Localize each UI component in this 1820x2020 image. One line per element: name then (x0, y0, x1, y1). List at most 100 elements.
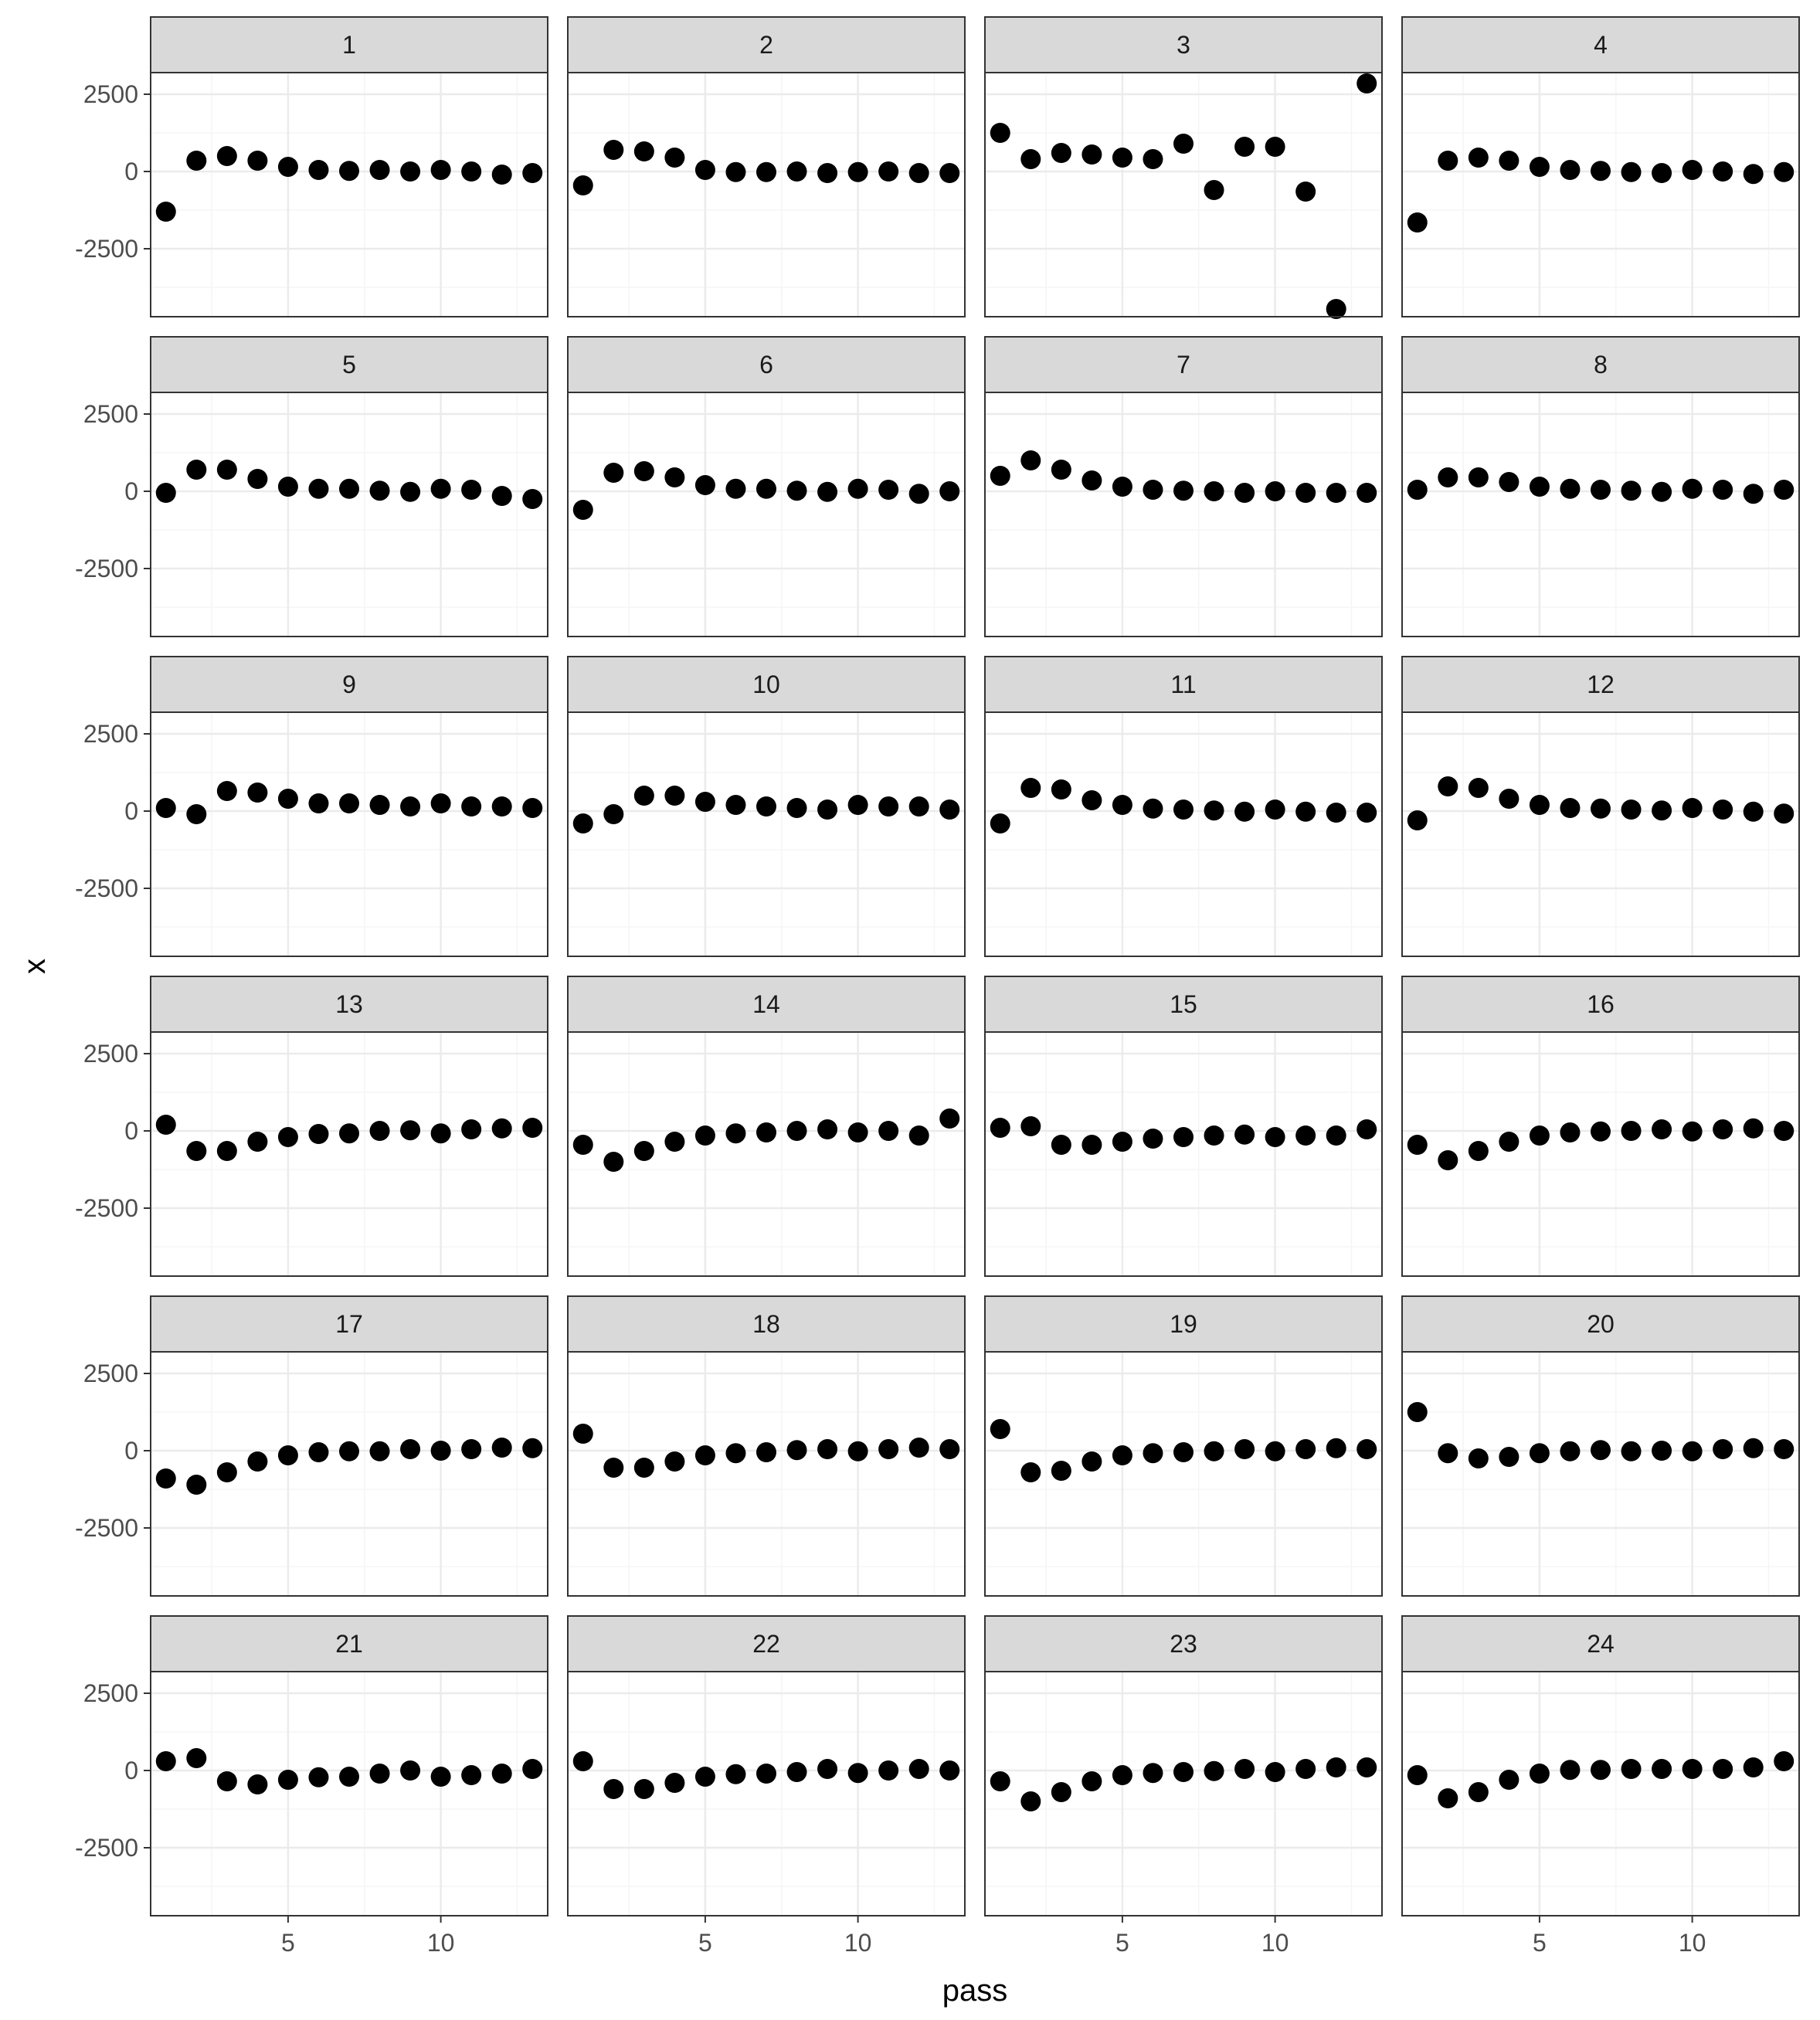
data-point (756, 161, 776, 182)
facet-strip-label: 14 (752, 990, 780, 1018)
data-point (1438, 776, 1458, 796)
facet-strip-label: 2 (759, 31, 773, 59)
data-point (1265, 137, 1285, 157)
data-point (786, 480, 807, 501)
data-point (400, 1439, 421, 1459)
data-point (1081, 1135, 1102, 1155)
data-point (1682, 1441, 1703, 1462)
data-point (817, 1439, 838, 1459)
data-point (633, 461, 654, 481)
data-point (400, 1120, 421, 1141)
data-point (633, 1458, 654, 1478)
data-point (1774, 480, 1795, 500)
data-point (1682, 1759, 1703, 1779)
data-point (939, 1439, 960, 1459)
facet-strip-label: 16 (1587, 990, 1615, 1018)
data-point (369, 1764, 390, 1784)
data-point (1682, 478, 1703, 499)
data-point (572, 1135, 593, 1155)
data-point (1051, 1782, 1071, 1802)
data-point (939, 481, 960, 501)
data-point (725, 478, 746, 499)
x-tick-label: 10 (844, 1929, 872, 1957)
y-tick-label: 2500 (83, 80, 138, 108)
data-point (339, 1767, 359, 1787)
panel-background (568, 1352, 965, 1596)
data-point (1020, 149, 1041, 169)
data-point (1265, 800, 1285, 820)
data-point (939, 1108, 960, 1129)
data-point (1143, 149, 1163, 169)
data-point (1774, 803, 1795, 824)
x-tick-label: 5 (1115, 1929, 1129, 1957)
data-point (1713, 1439, 1733, 1459)
data-point (878, 161, 899, 182)
facet-strip-label: 15 (1170, 990, 1197, 1018)
data-point (1295, 1759, 1316, 1779)
data-point (186, 460, 207, 480)
data-point (786, 1121, 807, 1141)
data-point (1295, 182, 1316, 202)
data-point (694, 160, 715, 180)
data-point (247, 1451, 268, 1472)
data-point (1112, 1765, 1132, 1785)
data-point (1173, 800, 1194, 820)
panel-background (151, 73, 548, 317)
data-point (1081, 790, 1102, 810)
data-point (603, 804, 624, 824)
data-point (1591, 480, 1611, 500)
facet-strip (1401, 336, 1800, 393)
y-tick-label: -2500 (75, 235, 138, 263)
data-point (817, 481, 838, 502)
facet-strip (150, 1295, 548, 1353)
facet-strip-label: 19 (1170, 1310, 1197, 1338)
data-point (308, 793, 329, 813)
data-point (633, 141, 654, 161)
facet-strip-label: 8 (1594, 351, 1608, 379)
data-point (1051, 460, 1071, 480)
panel-background (151, 712, 548, 956)
data-point (1265, 481, 1285, 501)
data-point (817, 800, 838, 820)
data-point (664, 786, 685, 806)
data-point (216, 146, 237, 166)
facet-strip (984, 656, 1383, 713)
data-point (430, 160, 451, 180)
data-point (461, 796, 482, 816)
facet-strip (1401, 16, 1800, 73)
data-point (1173, 1762, 1194, 1782)
facet-strip (567, 1295, 966, 1353)
data-point (1468, 778, 1489, 798)
data-point (1560, 1441, 1581, 1462)
x-tick-label: 10 (427, 1929, 455, 1957)
data-point (308, 160, 329, 180)
data-point (1438, 151, 1458, 171)
data-point (1438, 467, 1458, 487)
data-point (1529, 1125, 1550, 1146)
data-point (990, 1419, 1010, 1439)
facet-strip (984, 16, 1383, 73)
data-point (216, 460, 237, 480)
data-point (155, 1751, 176, 1771)
data-point (277, 1445, 298, 1465)
data-point (247, 1774, 268, 1794)
data-point (1743, 1118, 1764, 1139)
data-point (1081, 470, 1102, 491)
data-point (1499, 789, 1519, 809)
facet-strip (984, 336, 1383, 393)
data-point (572, 1424, 593, 1444)
data-point (1713, 1759, 1733, 1779)
data-point (572, 1751, 593, 1771)
data-point (522, 489, 543, 509)
data-point (725, 1443, 746, 1464)
data-point (572, 500, 593, 520)
data-point (1468, 467, 1489, 487)
data-point (847, 161, 868, 182)
data-point (186, 1748, 207, 1768)
data-point (491, 1438, 512, 1458)
data-point (1591, 1121, 1611, 1142)
data-point (277, 1770, 298, 1790)
data-point (817, 1759, 838, 1779)
data-point (1326, 483, 1346, 503)
facet-strip (150, 336, 548, 393)
